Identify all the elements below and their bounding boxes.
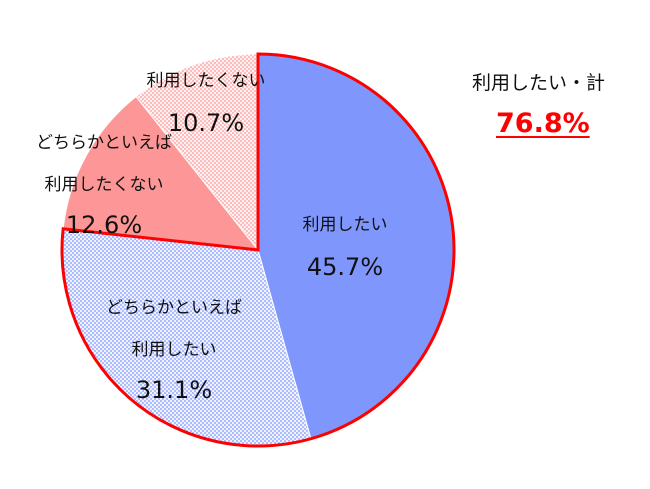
summary-label: 利用したい・計 — [472, 72, 606, 94]
slice-label-2-line-1: 利用したくない — [45, 175, 164, 195]
pie-slice-2 — [62, 95, 260, 251]
slice-label-1-line-0: どちらかといえば — [106, 298, 242, 318]
highlight-outline — [60, 52, 456, 448]
summary-value: 76.8% — [496, 108, 590, 139]
slice-value-3: 10.7% — [168, 109, 244, 137]
slice-label-0-line-0: 利用したい — [303, 215, 388, 235]
slice-label-3-line-0: 利用したくない — [147, 71, 266, 91]
pie-slice-3 — [135, 53, 259, 252]
slice-label-1-line-1: 利用したい — [132, 340, 217, 360]
slice-label-2-line-0: どちらかといえば — [36, 133, 172, 153]
slice-value-0: 45.7% — [307, 253, 383, 281]
slice-value-2: 12.6% — [66, 211, 142, 239]
slice-value-1: 31.1% — [136, 376, 212, 404]
